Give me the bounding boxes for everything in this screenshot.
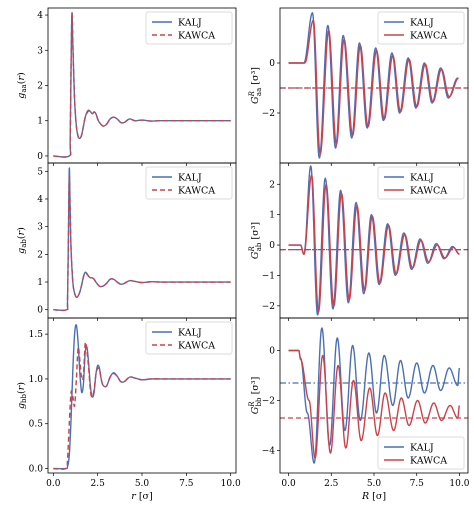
- y-tick-label: −2: [262, 302, 275, 312]
- y-tick-label: 2: [269, 180, 275, 190]
- panel-gbb: 0.0 2.5 5.0 7.5 10.0 0.0 0.5 1.0 1.5 gbb(r) r [σ] K…: [16, 317, 241, 502]
- panel-gab: 0 1 2 3 4 5 gab(r) KALJ KAWCA: [16, 162, 237, 321]
- panel-gaa: 0 1 2 3 4 gaa(r) KALJ KAWCA: [16, 7, 237, 166]
- y-tick-label: 1: [269, 211, 275, 221]
- y-tick-label: 0: [269, 241, 275, 251]
- legend: KALJ KAWCA: [145, 11, 233, 45]
- x-tick-label: 10.0: [449, 479, 469, 489]
- y-axis-label: GRaa [σ³]: [248, 67, 263, 104]
- y-tick-label: 3: [37, 46, 43, 56]
- legend: KALJ KAWCA: [377, 11, 465, 45]
- series-line-kawca: [288, 19, 459, 155]
- y-tick-label: 1.0: [29, 375, 44, 385]
- legend-label: KAWCA: [410, 456, 447, 467]
- y-tick-label: 1: [37, 117, 43, 127]
- y-axis-label: gab(r): [16, 227, 28, 254]
- legend: KALJ KAWCA: [377, 166, 465, 200]
- x-tick-label: 0.0: [281, 479, 296, 489]
- legend: KALJ KAWCA: [145, 321, 233, 355]
- x-tick-label: 0.0: [46, 479, 61, 489]
- series-line-kawca: [53, 12, 231, 158]
- y-axis-label: GRbb [σ³]: [248, 377, 263, 415]
- y-axis-label: gbb(r): [16, 382, 28, 409]
- x-tick-label: 5.0: [367, 479, 382, 489]
- x-tick-label: 2.5: [90, 479, 105, 489]
- legend-box: [377, 11, 465, 45]
- legend-box: [145, 11, 233, 45]
- legend-label: KALJ: [410, 443, 434, 454]
- x-tick-label: 7.5: [179, 479, 194, 489]
- legend-box: [377, 436, 465, 470]
- plot-area: [280, 165, 468, 316]
- plot-area: [53, 324, 231, 470]
- legend-box: [145, 321, 233, 355]
- y-tick-label: 2: [37, 250, 43, 260]
- x-tick-label: 2.5: [324, 479, 339, 489]
- y-tick-label: −2: [262, 109, 275, 119]
- y-tick-label: −2: [262, 397, 275, 407]
- legend-label: KALJ: [410, 173, 434, 184]
- y-tick-label: 0: [37, 306, 43, 316]
- plot-area: [53, 12, 231, 158]
- y-tick-label: 0.5: [29, 420, 44, 430]
- legend-label: KAWCA: [410, 186, 447, 197]
- legend-label: KALJ: [178, 328, 202, 339]
- series-line-kawca: [288, 349, 461, 459]
- x-tick-label: 7.5: [410, 479, 425, 489]
- series-line-kawca: [288, 174, 460, 313]
- y-axis-label: GRab [σ³]: [248, 222, 263, 259]
- legend-box: [377, 166, 465, 200]
- legend-label: KAWCA: [178, 186, 215, 197]
- legend-box: [145, 166, 233, 200]
- x-axis-label: R [σ]: [361, 491, 386, 502]
- y-tick-label: −1: [262, 271, 275, 281]
- series-line-kalj: [288, 12, 459, 159]
- y-tick-label: 1.5: [29, 330, 44, 340]
- x-tick-label: 5.0: [135, 479, 150, 489]
- legend: KALJ KAWCA: [377, 436, 465, 470]
- legend-label: KALJ: [410, 18, 434, 29]
- legend-label: KALJ: [178, 173, 202, 184]
- x-tick-label: 10.0: [221, 479, 241, 489]
- plot-area: [53, 167, 231, 312]
- y-tick-label: 1: [37, 278, 43, 288]
- series-line-kawca: [53, 176, 231, 312]
- y-tick-label: 5: [37, 167, 43, 177]
- plot-area: [280, 327, 468, 464]
- panel-Gaa: −2 0 GRaa [σ³] KALJ KAWCA: [248, 7, 469, 166]
- y-tick-label: 4: [37, 195, 43, 205]
- legend-label: KAWCA: [178, 31, 215, 42]
- series-line-kawca: [53, 341, 231, 470]
- panel-Gab: −2 −1 0 1 2 GRab [σ³] KALJ KAWCA: [248, 162, 469, 321]
- legend-label: KAWCA: [410, 31, 447, 42]
- series-line-kalj: [288, 327, 461, 464]
- legend-label: KALJ: [178, 18, 202, 29]
- x-axis-label: r [σ]: [131, 491, 152, 502]
- y-tick-label: 0: [269, 59, 275, 69]
- y-axis-label: gaa(r): [16, 72, 28, 98]
- legend: KALJ KAWCA: [145, 166, 233, 200]
- y-tick-label: 0: [269, 347, 275, 357]
- y-tick-label: 3: [37, 223, 43, 233]
- plot-area: [280, 12, 468, 159]
- y-tick-label: 0.0: [29, 465, 44, 475]
- legend-label: KAWCA: [178, 341, 215, 352]
- y-tick-label: 4: [37, 11, 43, 21]
- y-tick-label: −4: [262, 447, 276, 457]
- y-tick-label: 0: [37, 152, 43, 162]
- y-tick-label: 2: [37, 82, 43, 92]
